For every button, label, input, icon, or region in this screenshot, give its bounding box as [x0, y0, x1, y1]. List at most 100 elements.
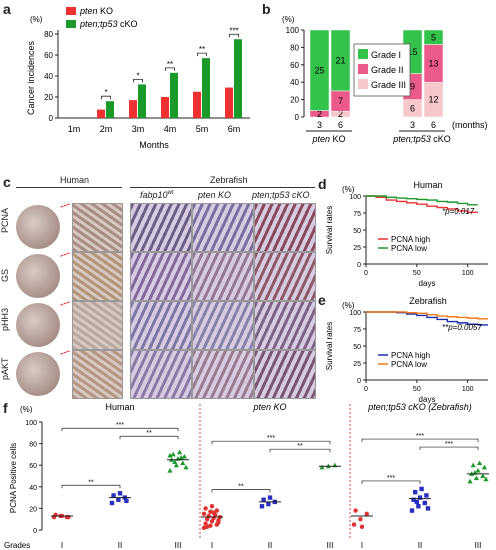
- c-row-label: GS: [0, 270, 10, 282]
- f-point: [474, 476, 479, 481]
- c-zebrafish-image: [192, 350, 254, 399]
- b-group-label: pten KO: [311, 134, 345, 144]
- chart-e-zebrafish-survival: Zebrafish(%)02550751000 50 100daysSurvival…: [318, 292, 496, 404]
- f-point: [475, 468, 480, 473]
- a-x-tick-label: 2m: [100, 124, 113, 134]
- f-point: [268, 495, 272, 499]
- c-zoom-line: [60, 203, 70, 207]
- a-x-label: Months: [139, 140, 169, 150]
- c-tissue-core: [16, 352, 60, 396]
- c-human-zoom: [72, 301, 123, 350]
- b-segment-label: 21: [335, 55, 345, 65]
- c-zebrafish-image: [192, 252, 254, 301]
- f-point: [266, 502, 270, 506]
- c-zebrafish-image: [130, 350, 192, 399]
- c-zebrafish-rule: [130, 187, 315, 188]
- c-human-zoom: [72, 350, 123, 399]
- c-col-fabp-sup: wt: [168, 190, 174, 196]
- d-x-label: days: [419, 279, 436, 288]
- a-legend-swatch: [66, 20, 76, 28]
- f-y-tick-label: 100: [25, 420, 37, 427]
- panel-c-immunostaining: Human Zebrafish fabp10wt pten KO pten;tp53 c…: [0, 175, 318, 400]
- f-sig-label: ***: [267, 435, 275, 442]
- a-y-tick-label: 40: [44, 72, 53, 81]
- f-y-tick-label: 20: [29, 506, 37, 513]
- c-zoom-line: [60, 301, 70, 305]
- e-x-tick-label: 50: [413, 386, 421, 393]
- b-months-label: (months): [452, 120, 488, 130]
- e-y-tick-label: 100: [349, 310, 361, 317]
- a-y-label: Cancer incidences: [26, 40, 36, 115]
- chart-f-pcna-by-grade: (%)020406080100PCNA Positive cellsGrades…: [0, 400, 496, 550]
- a-bar: [170, 73, 178, 118]
- f-point: [416, 504, 420, 508]
- f-point: [353, 508, 357, 512]
- c-zebrafish-image: [130, 252, 192, 301]
- d-p-value: *p=0.017: [442, 207, 475, 216]
- f-point: [419, 487, 423, 491]
- b-y-tick-label: 40: [290, 78, 299, 87]
- c-human-zoom: [72, 252, 123, 301]
- c-zebrafish-header: Zebrafish: [210, 175, 248, 185]
- a-y-tick-label: 0: [49, 114, 54, 123]
- f-point: [410, 508, 414, 512]
- c-col-ptentp53: pten;tp53 cKO: [252, 190, 310, 200]
- d-y-tick-label: 50: [353, 228, 361, 235]
- a-bar: [129, 100, 137, 118]
- f-grade-tick: II: [118, 541, 122, 550]
- f-point: [477, 460, 482, 465]
- b-y-tick-label: 60: [290, 61, 299, 70]
- c-zoom-line: [60, 350, 70, 354]
- c-zebrafish-image: [130, 203, 192, 252]
- f-y-tick-label: 80: [29, 442, 37, 449]
- f-point: [210, 504, 214, 508]
- e-y-tick-label: 0: [357, 378, 361, 385]
- f-point: [423, 501, 427, 505]
- e-y-label: Survival rates: [325, 322, 334, 370]
- b-y-tick-label: 100: [286, 26, 300, 35]
- a-y-tick-label: 80: [44, 30, 53, 39]
- b-segment-label: 12: [428, 95, 438, 105]
- chart-d-human-survival: Human(%)02550751000 50 100daysSurvival rat…: [318, 176, 496, 292]
- b-segment-label: 13: [428, 58, 438, 68]
- a-y-tick-label: 20: [44, 93, 53, 102]
- f-y-tick-label: 60: [29, 463, 37, 470]
- e-x-tick-label: 100: [462, 386, 474, 393]
- a-x-tick-label: 4m: [164, 124, 177, 134]
- f-point: [358, 517, 362, 521]
- b-segment-label: 5: [431, 32, 436, 42]
- a-legend-label: pten;tp53 cKO: [79, 19, 138, 29]
- a-x-tick-label: 6m: [228, 124, 241, 134]
- b-y-unit: (%): [282, 15, 295, 24]
- f-point: [426, 506, 430, 510]
- b-segment-label: 6: [410, 103, 415, 113]
- f-point: [177, 450, 182, 455]
- a-legend-swatch: [66, 7, 76, 15]
- b-x-tick-label: 6: [338, 120, 343, 130]
- c-zebrafish-image: [254, 350, 316, 399]
- f-point: [352, 522, 356, 526]
- f-grade-tick: II: [418, 541, 422, 550]
- b-legend-swatch: [358, 49, 368, 59]
- f-sig-label: **: [88, 479, 94, 486]
- e-legend-label: PCNA low: [391, 360, 427, 369]
- f-point: [319, 465, 324, 470]
- f-grades-label: Grades: [4, 541, 30, 550]
- c-zoom-line: [60, 252, 70, 256]
- f-grade-tick: I: [61, 541, 63, 550]
- f-sig-label: ***: [445, 441, 453, 448]
- f-point: [415, 500, 419, 504]
- b-legend-swatch: [358, 79, 368, 89]
- d-y-unit: (%): [342, 185, 355, 194]
- f-point: [211, 511, 215, 515]
- f-point: [183, 465, 188, 470]
- f-group-title: pten KO: [252, 402, 286, 412]
- f-point: [260, 504, 264, 508]
- a-legend-label: pten KO: [79, 6, 113, 16]
- c-zebrafish-image: [130, 301, 192, 350]
- c-human-header: Human: [60, 175, 89, 185]
- c-row-label: pAKT: [0, 368, 10, 380]
- a-sig-label: *: [104, 88, 107, 97]
- f-point: [467, 479, 472, 484]
